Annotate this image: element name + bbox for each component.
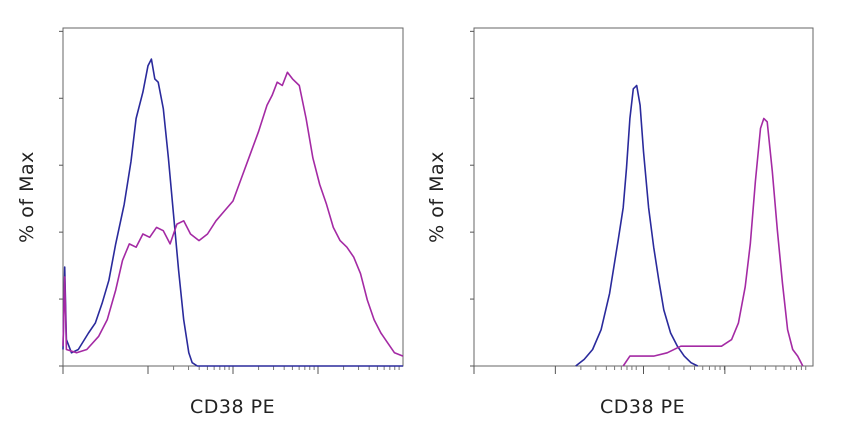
histogram-series-line [62,58,403,367]
x-axis-label-left: CD38 PE [190,396,275,418]
y-axis-label-left: % of Max [16,151,38,243]
plot-frame-left [62,27,404,367]
axis-ticks-left [59,30,400,374]
series-group-left [62,58,404,367]
axis-ticks-right [470,30,807,374]
histogram-series-line [575,84,699,367]
y-axis-label-right: % of Max [426,151,448,243]
histogram-series-line [622,117,804,367]
histogram-panel-left: CD38 PE % of Max [16,27,404,418]
series-group-right [575,84,804,367]
x-axis-label-right: CD38 PE [600,396,685,418]
plot-frame-right [473,27,814,367]
histogram-series-line [62,71,404,357]
histogram-panel-right: CD38 PE % of Max [426,27,814,418]
